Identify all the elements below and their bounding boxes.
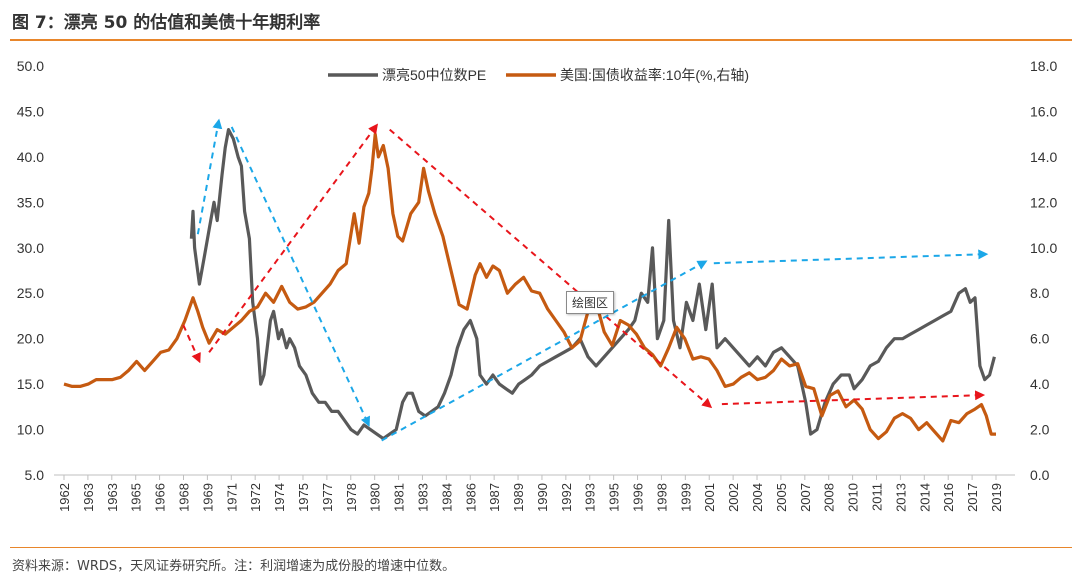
x-tick-label: 1993: [583, 483, 598, 512]
x-tick-label: 1974: [272, 483, 287, 512]
y-axis-left: 5.0 10.0 15.0 20.0 25.0 30.0 35.0 40.0 45.0 50.0: [17, 58, 44, 483]
y-right-tick-label: 10.0: [1030, 240, 1057, 256]
x-axis: 1962 1963 1963 1965 1966 1968 1969 1971 1972 1974…: [54, 474, 1015, 512]
y-right-tick-label: 2.0: [1030, 422, 1050, 438]
red-trend-arrow: [182, 324, 201, 364]
y-left-tick-label: 50.0: [17, 58, 44, 74]
blue-trend-arrow: [713, 249, 989, 265]
x-tick-label: 1966: [153, 483, 168, 512]
x-tick-label: 1990: [535, 483, 550, 512]
x-tick-label: 1969: [200, 483, 215, 512]
x-tick-label: 1983: [415, 483, 430, 512]
x-tick-label: 2007: [798, 483, 813, 512]
legend-label-pe: 漂亮50中位数PE: [382, 67, 486, 83]
x-tick-label: 2005: [774, 483, 789, 512]
y-left-tick-label: 30.0: [17, 240, 44, 256]
trend-arrows: [182, 118, 989, 442]
x-tick-label: 1972: [248, 483, 263, 512]
y-left-tick-label: 10.0: [17, 422, 44, 438]
figure-title: 图 7：漂亮 50 的估值和美债十年期利率: [12, 13, 321, 33]
x-tick-label: 2013: [893, 483, 908, 512]
y-left-tick-label: 40.0: [17, 149, 44, 165]
x-tick-label: 1996: [631, 483, 646, 512]
x-tick-label: 1981: [392, 483, 407, 512]
x-tick-label: 1995: [607, 483, 622, 512]
y-right-tick-label: 12.0: [1030, 194, 1057, 210]
x-tick-label: 2017: [965, 483, 980, 512]
x-tick-label: 1977: [320, 483, 335, 512]
y-left-tick-label: 25.0: [17, 285, 44, 301]
y-left-tick-label: 35.0: [17, 194, 44, 210]
y-right-tick-label: 4.0: [1030, 376, 1050, 392]
y-axis-right: 0.0 2.0 4.0 6.0 8.0 10.0 12.0 14.0 16.0 18.0: [1030, 58, 1057, 483]
red-trend-arrow: [389, 128, 713, 409]
y-left-tick-label: 20.0: [17, 331, 44, 347]
y-right-tick-label: 18.0: [1030, 58, 1057, 74]
x-tick-label: 2001: [702, 483, 717, 512]
x-tick-label: 1965: [129, 483, 144, 512]
y-right-tick-label: 16.0: [1030, 103, 1057, 119]
x-tick-label: 2011: [870, 483, 885, 511]
x-tick-label: 1984: [439, 483, 454, 512]
x-tick-label: 1987: [487, 483, 502, 512]
y-right-tick-label: 8.0: [1030, 285, 1050, 301]
x-tick-label: 1975: [296, 483, 311, 512]
x-tick-label: 1963: [81, 483, 96, 512]
x-tick-label: 1992: [559, 483, 574, 512]
y-left-tick-label: 15.0: [17, 376, 44, 392]
x-tick-label: 2002: [726, 483, 741, 512]
legend: 漂亮50中位数PE 美国:国债收益率:10年(%,右轴): [328, 67, 749, 83]
x-tick-label: 1998: [654, 483, 669, 512]
x-tick-label: 2014: [917, 483, 932, 512]
x-tick-label: 2016: [941, 483, 956, 512]
x-tick-label: 1971: [224, 483, 239, 512]
y-left-tick-label: 5.0: [25, 467, 45, 483]
y-left-tick-label: 45.0: [17, 103, 44, 119]
y-right-tick-label: 6.0: [1030, 331, 1050, 347]
x-tick-label: 1968: [176, 483, 191, 512]
y-right-tick-label: 0.0: [1030, 467, 1050, 483]
pe-median-line: [189, 128, 996, 441]
blue-trend-arrow: [381, 260, 708, 442]
y-right-tick-label: 14.0: [1030, 149, 1057, 165]
treasury-10y-yield-line: [63, 132, 996, 443]
source-note: 资料来源：WRDS，天风证券研究所。注：利润增速为成份股的增速中位数。: [12, 559, 456, 574]
source-rule: [10, 547, 1072, 548]
x-tick-label: 1978: [344, 483, 359, 512]
legend-label-yield: 美国:国债收益率:10年(%,右轴): [560, 67, 749, 83]
x-tick-label: 1962: [57, 483, 72, 512]
x-tick-label: 1986: [463, 483, 478, 512]
x-tick-label: 1963: [105, 483, 120, 512]
x-tick-label: 1999: [678, 483, 693, 512]
x-tick-label: 1980: [368, 483, 383, 512]
red-trend-arrow: [208, 123, 379, 353]
x-tick-label: 2019: [989, 483, 1004, 512]
series-lines: [63, 128, 996, 443]
title-rule: [10, 39, 1072, 41]
blue-trend-arrow: [196, 118, 223, 235]
x-tick-label: 2010: [846, 483, 861, 512]
x-tick-label: 1989: [511, 483, 526, 512]
plot-area-tooltip: 绘图区: [566, 291, 615, 314]
x-tick-label: 2008: [822, 483, 837, 512]
x-tick-label: 2004: [750, 483, 765, 512]
